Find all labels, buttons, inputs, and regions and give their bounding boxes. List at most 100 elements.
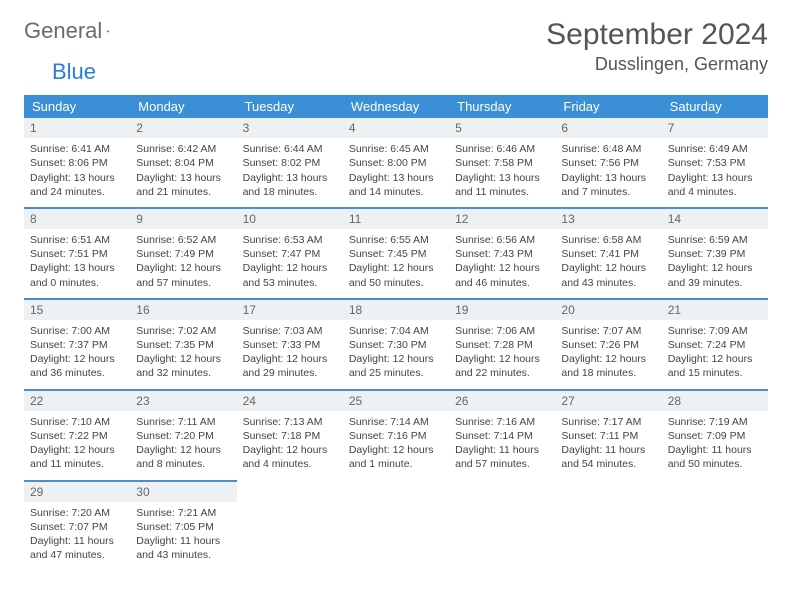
daylight-text-1: Daylight: 12 hours bbox=[30, 352, 124, 366]
daylight-text-2: and 24 minutes. bbox=[30, 185, 124, 199]
logo-word1: General bbox=[24, 18, 102, 44]
sunrise-text: Sunrise: 6:45 AM bbox=[349, 142, 443, 156]
sunset-text: Sunset: 7:47 PM bbox=[243, 247, 337, 261]
daylight-text-2: and 15 minutes. bbox=[668, 366, 762, 380]
daylight-text-2: and 36 minutes. bbox=[30, 366, 124, 380]
sunrise-text: Sunrise: 7:04 AM bbox=[349, 324, 443, 338]
sunrise-text: Sunrise: 6:41 AM bbox=[30, 142, 124, 156]
daylight-text-1: Daylight: 12 hours bbox=[668, 352, 762, 366]
day-number: 21 bbox=[662, 300, 768, 320]
calendar-header-row: SundayMondayTuesdayWednesdayThursdayFrid… bbox=[24, 95, 768, 118]
sunrise-text: Sunrise: 6:56 AM bbox=[455, 233, 549, 247]
sunrise-text: Sunrise: 6:53 AM bbox=[243, 233, 337, 247]
sunset-text: Sunset: 7:26 PM bbox=[561, 338, 655, 352]
day-number: 19 bbox=[449, 300, 555, 320]
calendar-day-cell: 30 Sunrise: 7:21 AMSunset: 7:05 PMDayligh… bbox=[130, 481, 236, 571]
sunrise-text: Sunrise: 7:06 AM bbox=[455, 324, 549, 338]
daylight-text-1: Daylight: 13 hours bbox=[668, 171, 762, 185]
day-number: 29 bbox=[24, 482, 130, 502]
calendar-day-cell: 12Sunrise: 6:56 AMSunset: 7:43 PMDayligh… bbox=[449, 208, 555, 299]
sunrise-text: Sunrise: 6:59 AM bbox=[668, 233, 762, 247]
sunrise-text: Sunrise: 6:49 AM bbox=[668, 142, 762, 156]
calendar-day-cell: 4Sunrise: 6:45 AMSunset: 8:00 PMDaylight… bbox=[343, 118, 449, 208]
daylight-text-1: Daylight: 12 hours bbox=[30, 443, 124, 457]
daylight-text-2: and 11 minutes. bbox=[30, 457, 124, 471]
calendar-day-cell: 25Sunrise: 7:14 AMSunset: 7:16 PMDayligh… bbox=[343, 390, 449, 481]
day-number: 13 bbox=[555, 209, 661, 229]
day-number: 11 bbox=[343, 209, 449, 229]
sunrise-text: Sunrise: 7:17 AM bbox=[561, 415, 655, 429]
daylight-text-2: and 21 minutes. bbox=[136, 185, 230, 199]
day-number: 26 bbox=[449, 391, 555, 411]
sunset-text: Sunset: 8:00 PM bbox=[349, 156, 443, 170]
logo-sail-icon bbox=[106, 22, 109, 40]
day-number: 12 bbox=[449, 209, 555, 229]
calendar-day-cell: 22Sunrise: 7:10 AMSunset: 7:22 PMDayligh… bbox=[24, 390, 130, 481]
sunset-text: Sunset: 7:58 PM bbox=[455, 156, 549, 170]
daylight-text-1: Daylight: 11 hours bbox=[30, 534, 124, 548]
sunset-text: Sunset: 7:53 PM bbox=[668, 156, 762, 170]
sunset-text: Sunset: 8:06 PM bbox=[30, 156, 124, 170]
daylight-text-2: and 22 minutes. bbox=[455, 366, 549, 380]
calendar-day-cell: 1 Sunrise: 6:41 AMSunset: 8:06 PMDaylight… bbox=[24, 118, 130, 208]
sunset-text: Sunset: 7:09 PM bbox=[668, 429, 762, 443]
sunset-text: Sunset: 7:56 PM bbox=[561, 156, 655, 170]
calendar-week-row: 1Sunrise: 6:41 AMSunset: 8:06 PMDaylight… bbox=[24, 118, 768, 208]
sunset-text: Sunset: 7:51 PM bbox=[30, 247, 124, 261]
daylight-text-2: and 53 minutes. bbox=[243, 276, 337, 290]
sunrise-text: Sunrise: 7:21 AM bbox=[136, 506, 230, 520]
sunrise-text: Sunrise: 6:58 AM bbox=[561, 233, 655, 247]
sunset-text: Sunset: 7:49 PM bbox=[136, 247, 230, 261]
daylight-text-1: Daylight: 11 hours bbox=[136, 534, 230, 548]
day-number: 10 bbox=[237, 209, 343, 229]
sunset-text: Sunset: 8:02 PM bbox=[243, 156, 337, 170]
daylight-text-2: and 11 minutes. bbox=[455, 185, 549, 199]
day-number: 28 bbox=[662, 391, 768, 411]
sunrise-text: Sunrise: 7:00 AM bbox=[30, 324, 124, 338]
sunrise-text: Sunrise: 7:16 AM bbox=[455, 415, 549, 429]
day-number: 16 bbox=[130, 300, 236, 320]
daylight-text-2: and 46 minutes. bbox=[455, 276, 549, 290]
calendar-day-cell: 15Sunrise: 7:00 AMSunset: 7:37 PMDayligh… bbox=[24, 299, 130, 390]
sunset-text: Sunset: 7:43 PM bbox=[455, 247, 549, 261]
sunset-text: Sunset: 7:22 PM bbox=[30, 429, 124, 443]
daylight-text-1: Daylight: 12 hours bbox=[668, 261, 762, 275]
sunset-text: Sunset: 7:39 PM bbox=[668, 247, 762, 261]
day-number: 5 bbox=[449, 118, 555, 138]
sunrise-text: Sunrise: 7:03 AM bbox=[243, 324, 337, 338]
daylight-text-2: and 18 minutes. bbox=[561, 366, 655, 380]
day-number: 30 bbox=[130, 482, 236, 502]
sunrise-text: Sunrise: 6:44 AM bbox=[243, 142, 337, 156]
calendar-day-cell: 17Sunrise: 7:03 AMSunset: 7:33 PMDayligh… bbox=[237, 299, 343, 390]
logo-word2: Blue bbox=[52, 59, 96, 85]
daylight-text-2: and 25 minutes. bbox=[349, 366, 443, 380]
day-number: 3 bbox=[237, 118, 343, 138]
calendar-day-cell: 8Sunrise: 6:51 AMSunset: 7:51 PMDaylight… bbox=[24, 208, 130, 299]
calendar-day-cell: 2Sunrise: 6:42 AMSunset: 8:04 PMDaylight… bbox=[130, 118, 236, 208]
sunset-text: Sunset: 7:28 PM bbox=[455, 338, 549, 352]
calendar-week-row: 15Sunrise: 7:00 AMSunset: 7:37 PMDayligh… bbox=[24, 299, 768, 390]
daylight-text-1: Daylight: 13 hours bbox=[455, 171, 549, 185]
daylight-text-1: Daylight: 12 hours bbox=[136, 443, 230, 457]
daylight-text-1: Daylight: 13 hours bbox=[30, 171, 124, 185]
calendar-day-cell: 13Sunrise: 6:58 AMSunset: 7:41 PMDayligh… bbox=[555, 208, 661, 299]
weekday-header: Wednesday bbox=[343, 95, 449, 118]
daylight-text-1: Daylight: 13 hours bbox=[561, 171, 655, 185]
day-number: 6 bbox=[555, 118, 661, 138]
sunset-text: Sunset: 7:33 PM bbox=[243, 338, 337, 352]
day-number: 1 bbox=[24, 118, 130, 138]
day-number: 18 bbox=[343, 300, 449, 320]
calendar-table: SundayMondayTuesdayWednesdayThursdayFrid… bbox=[24, 95, 768, 570]
daylight-text-1: Daylight: 12 hours bbox=[243, 443, 337, 457]
day-number: 24 bbox=[237, 391, 343, 411]
sunset-text: Sunset: 7:05 PM bbox=[136, 520, 230, 534]
calendar-empty-cell bbox=[237, 481, 343, 571]
day-number: 20 bbox=[555, 300, 661, 320]
weekday-header: Friday bbox=[555, 95, 661, 118]
sunrise-text: Sunrise: 6:48 AM bbox=[561, 142, 655, 156]
daylight-text-1: Daylight: 12 hours bbox=[455, 352, 549, 366]
daylight-text-2: and 43 minutes. bbox=[561, 276, 655, 290]
calendar-day-cell: 3Sunrise: 6:44 AMSunset: 8:02 PMDaylight… bbox=[237, 118, 343, 208]
daylight-text-2: and 18 minutes. bbox=[243, 185, 337, 199]
sunset-text: Sunset: 7:14 PM bbox=[455, 429, 549, 443]
